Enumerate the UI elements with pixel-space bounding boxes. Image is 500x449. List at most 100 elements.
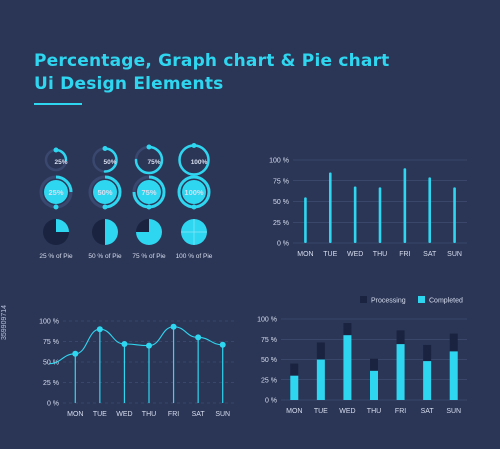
stacked-chart-processing-bar — [449, 333, 458, 352]
thick-ring-fill — [137, 180, 161, 204]
bar-chart-bar — [328, 172, 332, 243]
stacked-chart-y-tick-label: 100 % — [257, 317, 277, 324]
bar-chart-x-tick-label: THU — [373, 251, 387, 258]
bar-chart-bar — [403, 168, 407, 243]
line-chart-x-tick-label: SUN — [215, 411, 230, 418]
line-chart-point — [96, 326, 103, 333]
line-chart-point — [195, 334, 202, 341]
stacked-chart-completed-bar — [290, 375, 299, 400]
stacked-chart-x-tick-label: FRI — [395, 408, 406, 415]
line-chart-x-tick-label: SAT — [192, 411, 206, 418]
stacked-chart-completed-bar — [343, 335, 352, 400]
ring-knob — [102, 204, 108, 210]
pie-slice — [136, 219, 162, 245]
thin-ring-label: 100% — [191, 159, 208, 166]
ring-knob — [102, 146, 108, 151]
pie-label: 75 % of Pie — [132, 253, 166, 260]
ring-knob — [53, 204, 59, 210]
pie-label: 100 % of Pie — [176, 253, 213, 260]
bar-chart-y-tick-label: 25 % — [273, 220, 289, 227]
line-chart-y-tick-label: 0 % — [47, 401, 59, 408]
bar-chart-y-tick-label: 50 % — [273, 199, 289, 206]
thin-ring-label: 25% — [54, 159, 67, 166]
line-chart-point — [72, 350, 79, 357]
thick-ring-progress — [104, 175, 122, 209]
ring-knob — [146, 144, 152, 150]
stacked-chart-y-tick-label: 25 % — [261, 377, 277, 384]
stacked-chart-processing-bar — [316, 342, 325, 360]
stacked-chart-processing-bar — [370, 358, 378, 371]
legend-processing-swatch — [360, 296, 367, 303]
thick-ring-label: 50% — [97, 188, 112, 197]
line-chart-point — [170, 323, 177, 330]
stacked-chart-completed-bar — [316, 359, 325, 400]
bar-chart-x-tick-label: MON — [297, 251, 313, 258]
stacked-chart-y-tick-label: 50 % — [261, 357, 277, 364]
thick-ring-label: 25% — [48, 188, 63, 197]
line-chart-point — [219, 341, 226, 348]
page-title-line1: Percentage, Graph chart & Pie chart — [34, 51, 390, 71]
stacked-chart-processing-bar — [343, 323, 352, 336]
stacked-chart-x-tick-label: TUE — [314, 408, 328, 415]
line-chart-x-tick-label: WED — [116, 411, 132, 418]
thick-ring-label: 100% — [184, 188, 204, 197]
pie-slice — [56, 219, 69, 232]
line-chart-x-tick-label: MON — [67, 411, 83, 418]
bar-chart-x-tick-label: SAT — [423, 251, 437, 258]
title-underline — [34, 103, 82, 105]
bar-chart-bar — [453, 187, 456, 243]
stacked-chart-x-tick-label: THU — [367, 408, 381, 415]
stacked-chart-completed-bar — [396, 344, 405, 400]
line-chart-x-tick-label: FRI — [168, 411, 179, 418]
ring-knob — [146, 204, 152, 210]
stacked-chart-processing-bar — [396, 330, 405, 345]
stacked-chart-x-tick-label: WED — [339, 408, 355, 415]
thick-ring-fill — [44, 180, 68, 204]
thick-ring-fill — [182, 180, 206, 204]
thick-ring-fill — [93, 180, 117, 204]
bar-chart-y-tick-label: 0 % — [277, 241, 289, 248]
stacked-chart-completed-bar — [370, 370, 378, 400]
line-chart-x-tick-label: TUE — [93, 411, 107, 418]
stacked-chart-x-tick-label: SUN — [446, 408, 461, 415]
bar-chart-x-tick-label: WED — [347, 251, 363, 258]
pie-slice — [105, 219, 118, 245]
thin-ring-progress — [134, 145, 164, 175]
thick-ring-progress — [55, 175, 73, 193]
thick-ring-progress — [132, 175, 166, 209]
bar-chart-x-tick-label: SUN — [447, 251, 462, 258]
bar-chart-y-tick-label: 100 % — [269, 158, 289, 165]
line-chart-point — [146, 342, 152, 349]
pie-label: 50 % of Pie — [88, 253, 122, 260]
bar-chart-y-tick-label: 75 % — [273, 178, 289, 185]
ring-knob — [191, 143, 197, 148]
ring-knob — [53, 147, 59, 153]
line-chart-y-tick-label: 25 % — [43, 380, 59, 387]
ring-knob — [191, 204, 197, 210]
bar-chart-x-tick-label: TUE — [323, 251, 337, 258]
stacked-chart-y-tick-label: 75 % — [261, 337, 277, 344]
stacked-chart-x-tick-label: SAT — [421, 408, 435, 415]
line-chart-y-tick-label: 75 % — [43, 339, 59, 346]
pie-label: 25 % of Pie — [39, 253, 73, 260]
thick-ring-label: 75% — [141, 188, 156, 197]
stacked-chart-processing-bar — [290, 363, 299, 376]
bar-chart-bar — [378, 187, 382, 243]
legend-processing-label: Processing — [371, 298, 406, 305]
thin-ring-label: 75% — [147, 159, 160, 166]
bar-chart-bar — [304, 197, 307, 243]
line-chart-point — [121, 340, 128, 347]
stacked-chart-completed-bar — [449, 351, 458, 400]
bar-chart-bar — [428, 177, 432, 243]
line-chart-x-tick-label: THU — [142, 411, 156, 418]
stacked-chart-y-tick-label: 0 % — [265, 398, 277, 405]
thin-ring-progress — [103, 147, 118, 173]
page-title-line2: Ui Design Elements — [34, 74, 224, 94]
thin-ring-label: 50% — [103, 159, 116, 166]
bar-chart-bar — [353, 186, 357, 243]
stacked-chart-completed-bar — [423, 361, 432, 400]
line-chart-y-tick-label: 100 % — [39, 319, 59, 326]
legend-completed-label: Completed — [429, 298, 463, 305]
stacked-chart-x-tick-label: MON — [286, 408, 302, 415]
